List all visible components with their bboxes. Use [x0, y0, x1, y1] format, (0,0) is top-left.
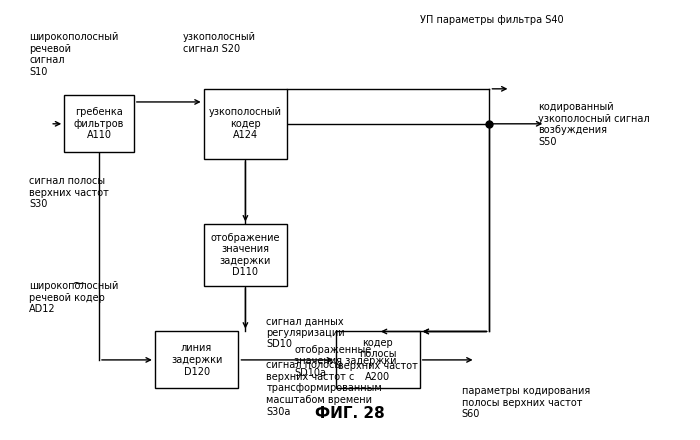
- FancyBboxPatch shape: [155, 331, 239, 389]
- FancyBboxPatch shape: [204, 89, 287, 159]
- Text: отображенные
значения задержки
SD10a: отображенные значения задержки SD10a: [294, 345, 397, 378]
- Text: гребенка
фильтров
A110: гребенка фильтров A110: [74, 107, 124, 140]
- Text: узкополосный
кодер
A124: узкополосный кодер A124: [209, 107, 282, 140]
- Text: сигнал полосы
верхних частот с
трансформированным
масштабом времени
S30a: сигнал полосы верхних частот с трансформ…: [266, 360, 382, 417]
- Text: УП параметры фильтра S40: УП параметры фильтра S40: [420, 15, 564, 25]
- FancyBboxPatch shape: [204, 224, 287, 286]
- Text: отображение
значения
задержки
D110: отображение значения задержки D110: [211, 233, 280, 277]
- FancyBboxPatch shape: [336, 331, 420, 389]
- Text: кодированный
узкополосный сигнал
возбуждения
S50: кодированный узкополосный сигнал возбужд…: [538, 102, 650, 147]
- Text: линия
задержки
D120: линия задержки D120: [171, 343, 223, 377]
- FancyBboxPatch shape: [64, 95, 134, 152]
- Text: узкополосный
сигнал S20: узкополосный сигнал S20: [183, 32, 256, 54]
- Text: сигнал полосы
верхних частот
S30: сигнал полосы верхних частот S30: [29, 176, 109, 209]
- Text: ~: ~: [71, 276, 84, 291]
- Text: широкополосный
речевой
сигнал
S10: широкополосный речевой сигнал S10: [29, 32, 119, 77]
- Text: параметры кодирования
полосы верхних частот
S60: параметры кодирования полосы верхних час…: [461, 386, 590, 419]
- Text: ФИГ. 28: ФИГ. 28: [315, 406, 385, 421]
- Text: кодер
полосы
верхних частот
A200: кодер полосы верхних частот A200: [338, 337, 418, 382]
- Text: сигнал данных
регуляризации
SD10: сигнал данных регуляризации SD10: [266, 316, 345, 349]
- Text: широкополосный
речевой кодер
AD12: широкополосный речевой кодер AD12: [29, 281, 119, 315]
